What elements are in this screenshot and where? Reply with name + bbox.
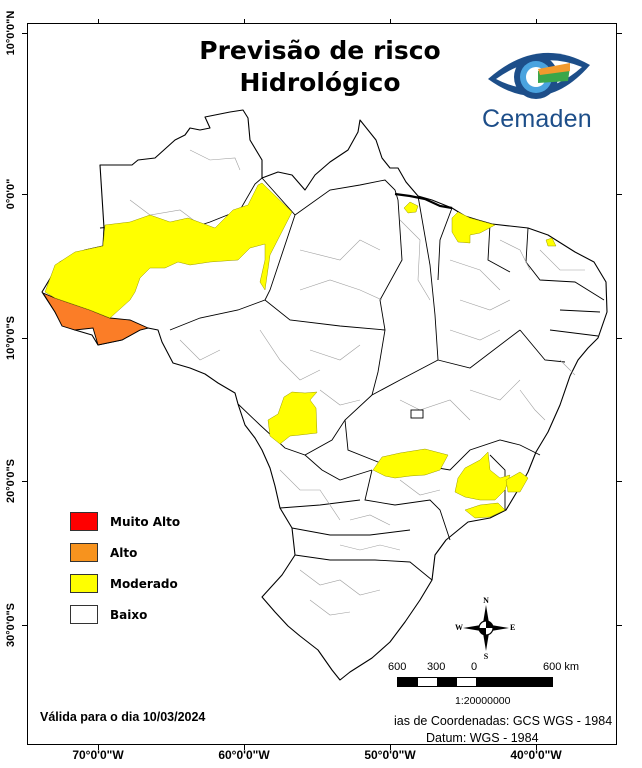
risk-area-moderado-rj xyxy=(464,502,506,519)
lon-label-50w: 50°0'0"W xyxy=(364,748,416,762)
tick-bottom xyxy=(536,745,537,750)
risk-area-moderado-mt xyxy=(267,391,318,445)
tick-left xyxy=(22,338,27,339)
valid-date: Válida para o dia 10/03/2024 xyxy=(40,710,206,724)
scale-label-600-right: 600 km xyxy=(543,661,580,673)
tick-bottom xyxy=(98,745,99,750)
tick-bottom xyxy=(244,745,245,750)
coordinate-system: ias de Coordenadas: GCS WGS - 1984 xyxy=(394,714,613,728)
tick-bottom xyxy=(390,745,391,750)
svg-text:S: S xyxy=(484,652,489,661)
logo-text: Cemaden xyxy=(482,105,592,133)
tick-right xyxy=(617,338,622,339)
svg-text:E: E xyxy=(510,623,515,632)
lat-label-30s: 30°0'0"S xyxy=(5,602,17,648)
legend-item-moderado: Moderado xyxy=(70,568,180,599)
legend-label: Moderado xyxy=(110,576,178,591)
datum: Datum: WGS - 1984 xyxy=(426,731,539,745)
north-arrow-icon: N S E W xyxy=(455,596,515,661)
brazil-risk-map xyxy=(41,109,608,681)
legend-swatch-red xyxy=(70,512,98,531)
tick-right xyxy=(617,194,622,195)
scale-ratio: 1:20000000 xyxy=(455,695,511,707)
tick-right xyxy=(617,481,622,482)
scale-label-300: 300 xyxy=(427,661,446,673)
title-line-2: Hidrológico xyxy=(239,68,401,97)
tick-top xyxy=(98,19,99,24)
risk-area-moderado-es xyxy=(505,471,529,493)
legend-label: Baixo xyxy=(110,607,148,622)
lon-label-70w: 70°0'0"W xyxy=(72,748,124,762)
legend-swatch-white xyxy=(70,605,98,624)
lon-label-40w: 40°0'0"W xyxy=(510,748,562,762)
tick-top xyxy=(390,19,391,24)
risk-area-moderado-para xyxy=(403,201,419,214)
svg-text:N: N xyxy=(483,596,489,605)
title-line-1: Previsão de risco xyxy=(199,36,441,65)
risk-area-moderado-ceara xyxy=(545,237,557,247)
risk-area-moderado-mg xyxy=(454,451,511,501)
legend-item-baixo: Baixo xyxy=(70,599,180,630)
lat-label-10n: 10°0'0"N xyxy=(5,10,17,56)
scale-label-0: 0 xyxy=(471,661,478,673)
risk-area-moderado-go xyxy=(372,448,449,479)
cemaden-logo: Cemaden xyxy=(478,45,618,135)
svg-text:W: W xyxy=(455,623,463,632)
tick-right xyxy=(617,33,622,34)
legend-label: Muito Alto xyxy=(110,514,181,529)
tick-right xyxy=(617,625,622,626)
tick-left xyxy=(22,33,27,34)
risk-area-moderado-amazonas xyxy=(44,182,293,319)
tick-top xyxy=(536,19,537,24)
legend-item-muito-alto: Muito Alto xyxy=(70,506,180,537)
map-frame xyxy=(27,23,617,745)
legend-swatch-orange xyxy=(70,543,98,562)
legend-item-alto: Alto xyxy=(70,537,180,568)
scale-label-600-left: 600 xyxy=(388,661,407,673)
tick-left xyxy=(22,194,27,195)
risk-area-moderado-maranhao xyxy=(451,211,496,244)
legend-label: Alto xyxy=(110,545,138,560)
eye-logo-icon xyxy=(488,52,590,99)
lat-label-10s: 10°0'0"S xyxy=(5,315,17,361)
tick-left xyxy=(22,625,27,626)
legend-swatch-yellow xyxy=(70,574,98,593)
lat-label-20s: 20°0'0"S xyxy=(5,458,17,504)
scale-bar xyxy=(397,677,553,687)
tick-left xyxy=(22,481,27,482)
legend: Muito Alto Alto Moderado Baixo xyxy=(70,506,180,630)
map-title: Previsão de risco Hidrológico xyxy=(155,35,485,99)
lat-label-0: 0°0'0" xyxy=(5,178,17,210)
tick-top xyxy=(244,19,245,24)
lon-label-60w: 60°0'0"W xyxy=(218,748,270,762)
